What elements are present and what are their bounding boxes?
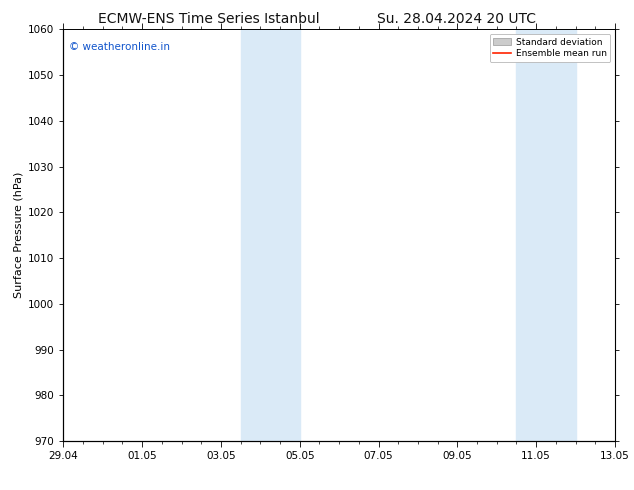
Text: ECMW-ENS Time Series Istanbul: ECMW-ENS Time Series Istanbul (98, 12, 320, 26)
Bar (517, 29, 576, 441)
Y-axis label: Surface Pressure (hPa): Surface Pressure (hPa) (14, 172, 24, 298)
Legend: Standard deviation, Ensemble mean run: Standard deviation, Ensemble mean run (489, 34, 611, 62)
Bar (241, 29, 300, 441)
Text: Su. 28.04.2024 20 UTC: Su. 28.04.2024 20 UTC (377, 12, 536, 26)
Text: © weatheronline.in: © weatheronline.in (69, 42, 170, 52)
